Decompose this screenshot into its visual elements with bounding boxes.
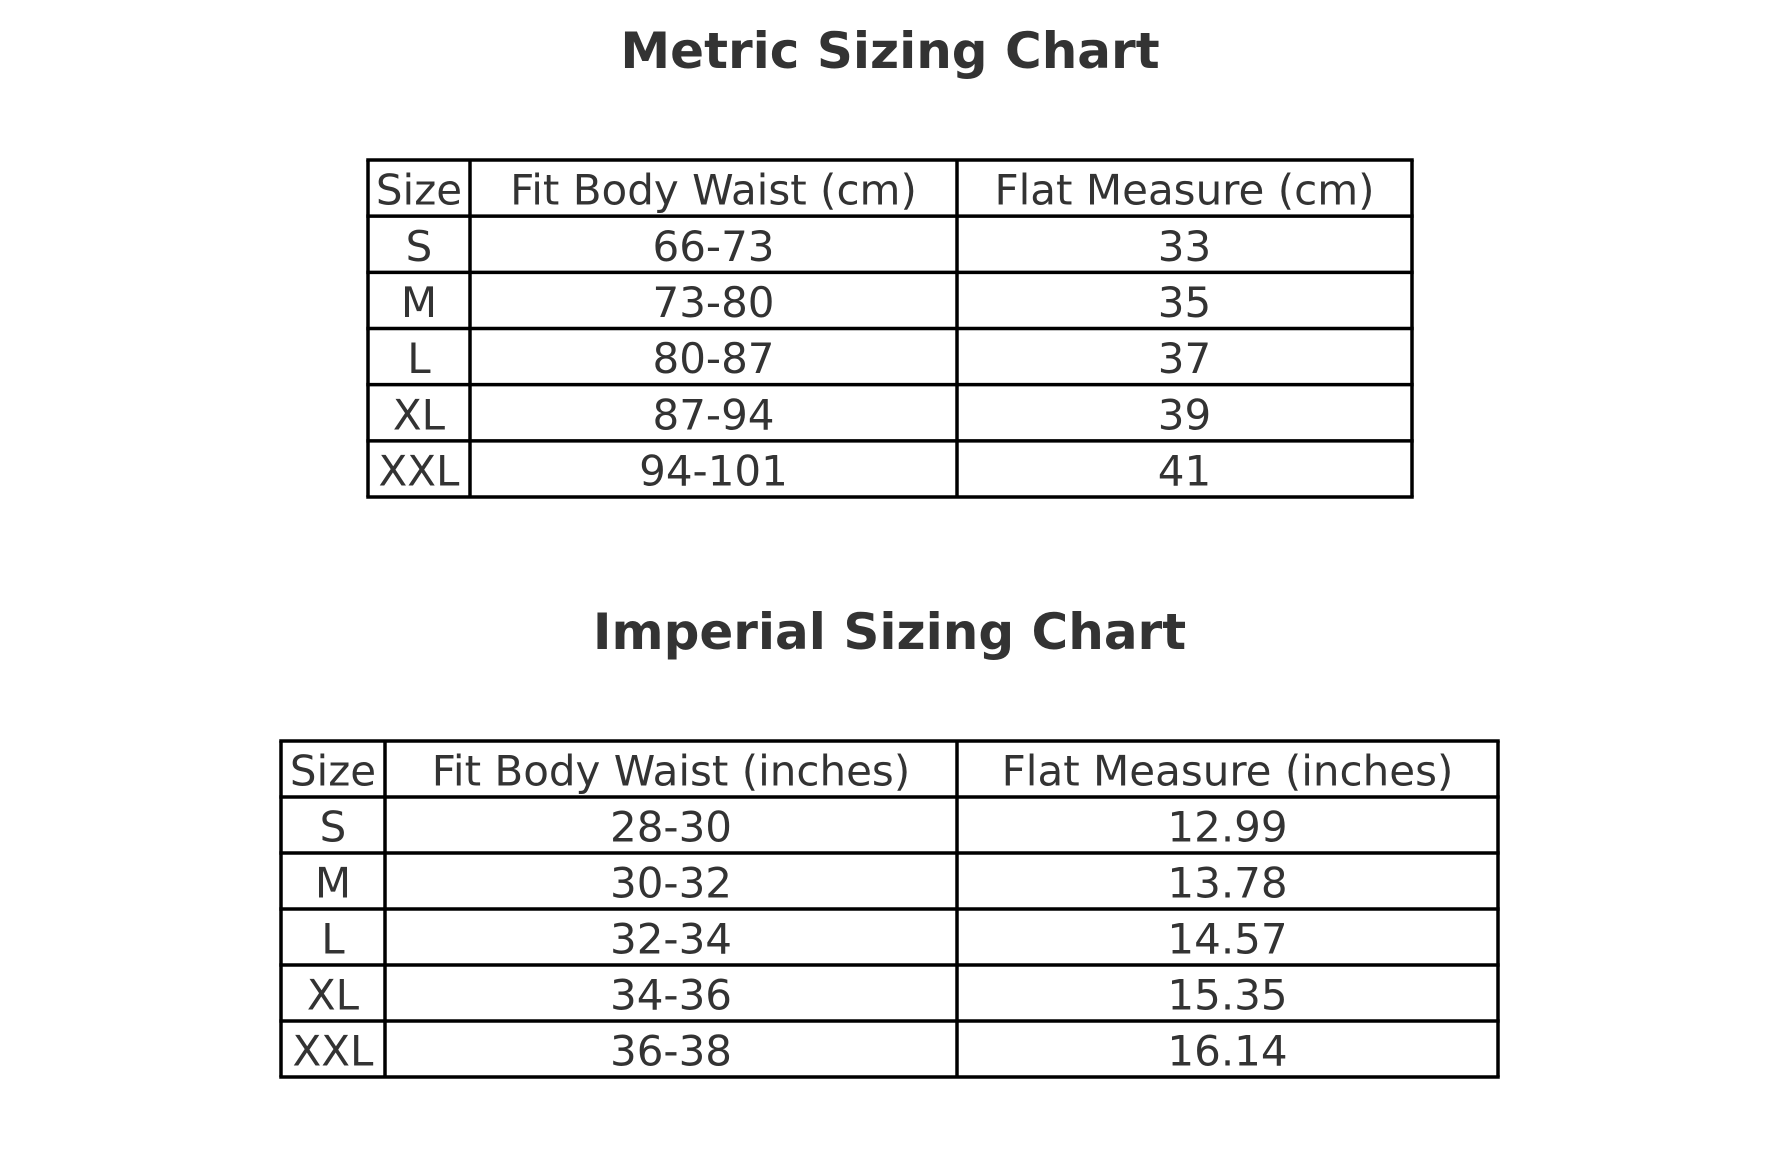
table-cell: XL [393, 390, 446, 439]
table-cell: 15.35 [1167, 971, 1287, 1020]
table-cell: 28-30 [610, 803, 732, 852]
table-cell: 12.99 [1167, 803, 1287, 852]
table-cell: 34-36 [610, 971, 732, 1020]
header-cell: Fit Body Waist (inches) [432, 747, 910, 796]
table-cell: 36-38 [610, 1027, 732, 1076]
table-cell: 94-101 [639, 446, 788, 495]
table-title: Imperial Sizing Chart [593, 603, 1186, 661]
table-title: Metric Sizing Chart [620, 22, 1159, 80]
table-cell: 80-87 [652, 334, 774, 383]
table-cell: XXL [379, 446, 461, 495]
table-cell: L [407, 334, 431, 383]
table-cell: M [401, 278, 437, 327]
table-cell: 73-80 [652, 278, 774, 327]
table-cell: 30-32 [610, 859, 732, 908]
table-cell: 35 [1158, 278, 1211, 327]
header-cell: Fit Body Waist (cm) [510, 166, 917, 215]
table-cell: 14.57 [1167, 915, 1287, 964]
table-cell: M [315, 859, 351, 908]
table-cell: 87-94 [652, 390, 774, 439]
table-cell: S [406, 222, 433, 271]
header-cell: Size [290, 747, 376, 796]
table-cell: 33 [1158, 222, 1211, 271]
header-cell: Flat Measure (inches) [1002, 747, 1454, 796]
table-cell: XL [307, 971, 360, 1020]
table-cell: 66-73 [652, 222, 774, 271]
table-cell: 37 [1158, 334, 1211, 383]
table-cell: 16.14 [1167, 1027, 1287, 1076]
table-cell: S [320, 803, 347, 852]
header-cell: Size [376, 166, 462, 215]
table-cell: L [321, 915, 345, 964]
table-cell: 41 [1158, 446, 1211, 495]
table-cell: 39 [1158, 390, 1211, 439]
table-cell: 32-34 [610, 915, 732, 964]
table-cell: 13.78 [1167, 859, 1287, 908]
header-cell: Flat Measure (cm) [994, 166, 1374, 215]
table-cell: XXL [293, 1027, 375, 1076]
